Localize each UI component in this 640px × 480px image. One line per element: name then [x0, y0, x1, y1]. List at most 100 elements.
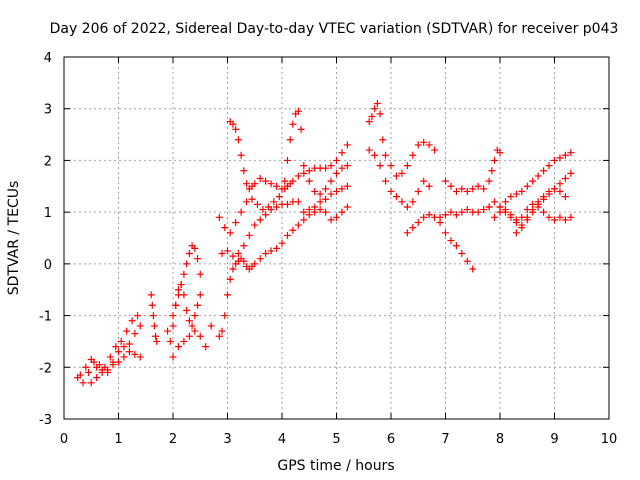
x-tick-label: 8 — [496, 432, 504, 447]
data-point — [87, 356, 95, 364]
data-point — [373, 100, 381, 108]
data-point — [215, 332, 223, 340]
data-point — [278, 239, 286, 247]
data-point — [327, 190, 335, 198]
data-point — [480, 206, 488, 214]
data-point — [262, 177, 270, 185]
data-point — [131, 330, 139, 338]
data-point — [185, 317, 193, 325]
data-point — [251, 180, 259, 188]
data-point — [338, 149, 346, 157]
data-point — [240, 257, 248, 265]
data-point — [215, 213, 223, 221]
data-point — [243, 180, 251, 188]
series-track-o — [403, 211, 477, 273]
data-point — [289, 120, 297, 128]
data-point — [567, 149, 575, 157]
data-point — [507, 193, 515, 201]
data-point — [452, 187, 460, 195]
x-tick-label: 1 — [114, 432, 122, 447]
plot-frame — [63, 56, 610, 420]
data-point — [534, 172, 542, 180]
x-axis-label: GPS time / hours — [277, 458, 394, 474]
data-point — [368, 112, 376, 120]
data-point — [180, 270, 188, 278]
data-point — [125, 340, 133, 348]
data-point — [540, 193, 548, 201]
data-point — [259, 206, 267, 214]
data-point — [166, 337, 174, 345]
data-point — [109, 361, 117, 369]
data-point — [545, 162, 553, 170]
series-track-i — [218, 182, 351, 260]
data-point — [343, 182, 351, 190]
data-point — [529, 206, 537, 214]
series-track-g — [169, 322, 215, 361]
data-point — [338, 208, 346, 216]
data-point — [540, 208, 548, 216]
data-point — [545, 213, 553, 221]
data-point — [458, 208, 466, 216]
data-point — [76, 371, 84, 379]
data-point — [442, 211, 449, 219]
data-point — [523, 213, 531, 221]
data-point — [112, 343, 120, 351]
data-point — [343, 141, 351, 149]
data-point — [556, 154, 564, 162]
data-point — [183, 306, 191, 314]
data-point — [322, 208, 330, 216]
data-point — [343, 162, 351, 170]
data-point — [491, 198, 499, 206]
data-point — [232, 125, 240, 133]
data-point — [191, 327, 199, 335]
data-point — [224, 247, 231, 255]
data-point — [194, 301, 202, 309]
data-point — [561, 151, 569, 159]
data-point — [488, 167, 496, 175]
data-point — [273, 244, 281, 252]
data-point — [267, 180, 275, 188]
data-point — [458, 250, 466, 258]
data-point — [534, 200, 542, 208]
data-point — [191, 312, 199, 320]
data-point — [149, 312, 157, 320]
data-point — [333, 156, 340, 164]
data-point — [234, 136, 242, 144]
data-point — [300, 208, 308, 216]
data-point — [185, 332, 193, 340]
data-point — [414, 218, 422, 226]
data-point — [338, 164, 346, 172]
data-point — [196, 332, 204, 340]
data-point — [371, 151, 379, 159]
data-point — [134, 312, 142, 320]
data-point — [512, 229, 520, 237]
data-point — [286, 136, 294, 144]
data-point — [294, 198, 302, 206]
data-point — [425, 211, 433, 219]
data-point — [237, 151, 245, 159]
data-point — [240, 242, 248, 250]
data-point — [518, 221, 526, 229]
x-tick-label: 2 — [169, 432, 177, 447]
series-track-p — [436, 203, 493, 221]
data-point — [177, 281, 185, 289]
data-point — [207, 322, 215, 330]
data-point — [150, 322, 158, 330]
data-point — [425, 182, 433, 190]
data-point — [87, 379, 95, 387]
data-point — [512, 190, 520, 198]
data-point — [273, 182, 281, 190]
data-point — [240, 167, 248, 175]
data-point — [180, 337, 188, 345]
data-point — [496, 203, 504, 211]
data-point — [469, 265, 477, 273]
data-point — [125, 348, 133, 356]
series-track-c — [87, 348, 144, 387]
data-point — [183, 260, 191, 268]
data-point — [322, 185, 330, 193]
data-points — [74, 100, 575, 387]
data-point — [229, 120, 237, 128]
data-point — [561, 175, 569, 183]
data-point — [115, 358, 122, 366]
